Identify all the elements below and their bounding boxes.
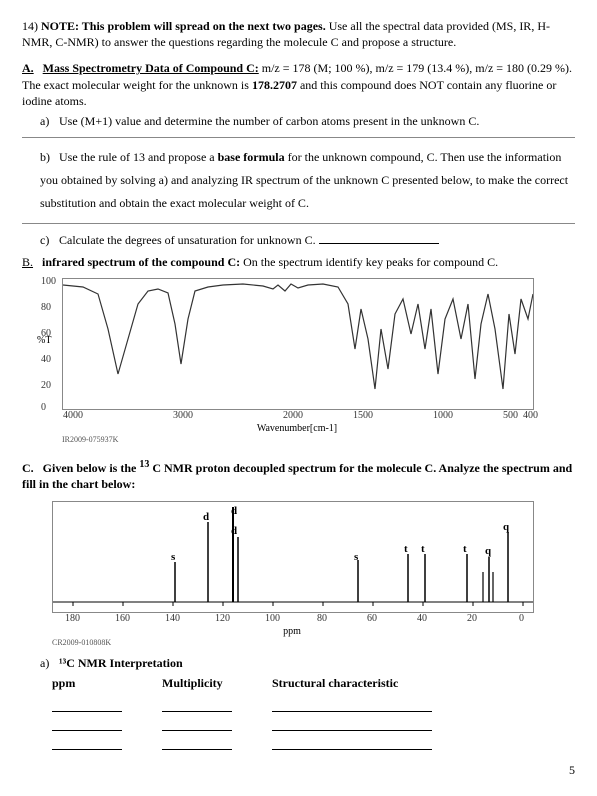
a-sub-a: a) Use (M+1) value and determine the num… [40,113,575,129]
c-sub-a-title: ¹³C NMR Interpretation [59,656,183,670]
cnmr-x-20: 20 [467,612,477,626]
blank-line [162,718,232,731]
section-b-label: B. [22,255,33,269]
a-sub-c: c) Calculate the degrees of unsaturation… [40,232,575,248]
cnmr-x-120: 120 [215,612,230,626]
blank-line [272,718,432,731]
section-a-title: Mass Spectrometry Data of Compound C: [43,61,259,75]
ir-ytick-0: 0 [41,401,46,415]
ir-ytick-100: 100 [41,275,56,289]
blank-line [272,737,432,750]
ir-xtick-4000: 4000 [63,409,83,423]
mw-value: 178.2707 [252,78,297,92]
col-struct-hdr: Structural characteristic [272,675,432,691]
section-a-label: A. [22,61,34,75]
a-sub-b-text1: Use the rule of 13 and propose a [59,150,218,164]
col-ppm: ppm [52,675,122,750]
c-sup: 13 [139,459,149,470]
col-ppm-hdr: ppm [52,675,122,691]
cnmr-peaks [53,502,533,612]
ir-xtick-1500: 1500 [353,409,373,423]
a-sub-a-text: Use (M+1) value and determine the number… [59,114,479,128]
section-b-rest: On the spectrum identify key peaks for c… [243,255,498,269]
divider-2 [22,223,575,224]
ir-ytick-40: 40 [41,353,51,367]
nmr-lbl-q2: q [503,520,509,535]
cnmr-x-label: ppm [52,625,532,639]
blank-line [52,699,122,712]
blank-line [162,699,232,712]
cnmr-caption: CR2009-010808K [52,638,575,649]
blank-line [162,737,232,750]
ms-data: m/z = 178 (M; 100 %), m/z = 179 (13.4 %)… [262,61,572,75]
page-number: 5 [22,762,575,778]
interpretation-table: ppm Multiplicity Structural characterist… [52,675,575,750]
nmr-lbl-d2: d [231,504,237,519]
c-sub-a-label: a) [40,655,56,671]
mw-line-a: The exact molecular weight for the unkno… [22,78,252,92]
cnmr-x-140: 140 [165,612,180,626]
col-mult: Multiplicity [162,675,232,750]
col-struct: Structural characteristic [272,675,432,750]
a-sub-b-bold: base formula [218,150,285,164]
cnmr-x-180: 180 [65,612,80,626]
cnmr-x-60: 60 [367,612,377,626]
ir-xtick-3000: 3000 [173,409,193,423]
blank-answer-c [319,233,439,244]
ir-curve [63,279,533,409]
ir-xtick-2000: 2000 [283,409,303,423]
nmr-lbl-q1: q [485,544,491,559]
nmr-lbl-s2: s [354,550,358,565]
question-number: 14) [22,19,38,33]
ir-ytick-20: 20 [41,379,51,393]
ir-spectrum: %T 100 80 60 40 20 0 4000 3000 2000 1500… [62,278,534,410]
ir-xtick-400: 400 [523,409,538,423]
nmr-lbl-s1: s [171,550,175,565]
ir-xtick-500: 500 [503,409,518,423]
cnmr-x-80: 80 [317,612,327,626]
ir-ytick-80: 80 [41,301,51,315]
blank-line [52,737,122,750]
ir-caption: IR2009-075937K [62,435,575,446]
section-b: B. infrared spectrum of the compound C: … [22,254,575,270]
question-note: 14) NOTE: This problem will spread on th… [22,18,575,50]
cnmr-x-40: 40 [417,612,427,626]
section-b-title: infrared spectrum of the compound C: [42,255,240,269]
cnmr-spectrum: d d d s s t t t q q 180 160 140 120 [52,501,534,613]
c-sub-a: a) ¹³C NMR Interpretation [40,655,575,671]
cnmr-x-160: 160 [115,612,130,626]
cnmr-x-0: 0 [519,612,524,626]
section-c-label: C. [22,461,34,475]
nmr-lbl-d1: d [203,510,209,525]
ir-x-label: Wavenumber[cm-1] [62,422,532,436]
blank-line [52,718,122,731]
note-bold: NOTE: This problem will spread on the ne… [41,19,326,33]
nmr-lbl-t2: t [421,542,425,557]
ir-ytick-60: 60 [41,327,51,341]
section-c: C. Given below is the 13 C NMR proton de… [22,458,575,492]
a-sub-a-label: a) [40,113,56,129]
nmr-lbl-t3: t [463,542,467,557]
cnmr-x-100: 100 [265,612,280,626]
a-sub-b: b) Use the rule of 13 and propose a base… [40,146,575,214]
section-a: A. Mass Spectrometry Data of Compound C:… [22,60,575,129]
a-sub-b-label: b) [40,146,56,169]
nmr-lbl-d3: d [231,524,237,539]
a-sub-c-text: Calculate the degrees of unsaturation fo… [59,233,319,247]
a-sub-c-label: c) [40,232,56,248]
divider-1 [22,137,575,138]
c-intro1: Given below is the [43,461,140,475]
ir-xtick-1000: 1000 [433,409,453,423]
col-mult-hdr: Multiplicity [162,675,232,691]
blank-line [272,699,432,712]
nmr-lbl-t1: t [404,542,408,557]
